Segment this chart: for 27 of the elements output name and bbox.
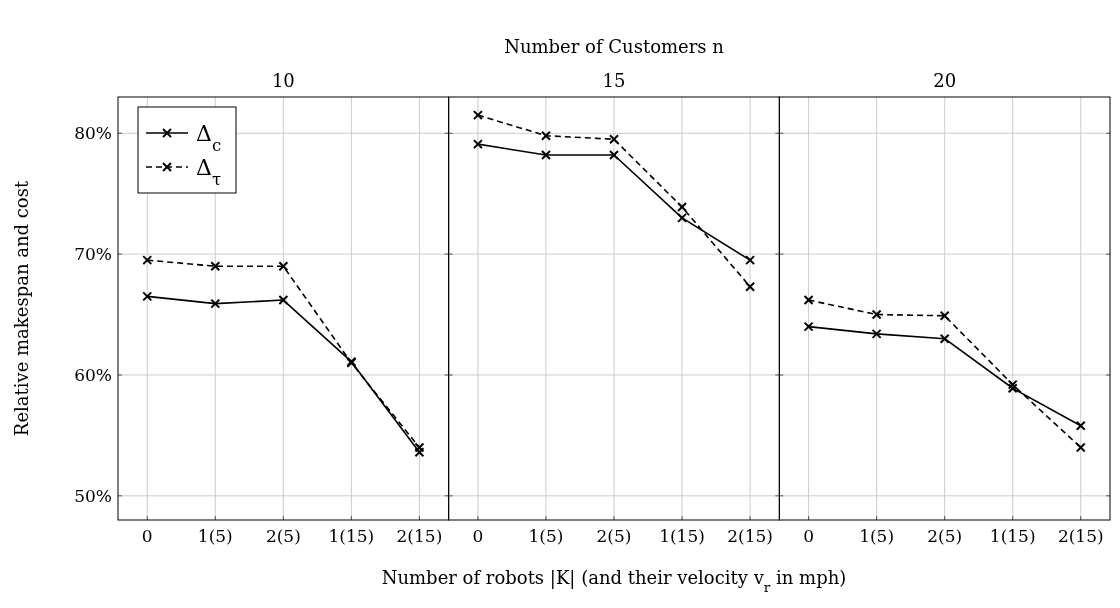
x-tick-label: 1(5): [528, 526, 564, 546]
y-axis-title: Relative makespan and cost: [11, 180, 32, 437]
chart-title: 10: [271, 70, 295, 91]
x-tick-label: 2(15): [1057, 526, 1104, 546]
text: Number of Customers n: [504, 36, 725, 57]
x-tick-label: 1(5): [859, 526, 895, 546]
chart-title: 20: [933, 70, 957, 91]
x-tick-label: 0: [141, 526, 153, 546]
y-tick-label: 70%: [74, 244, 112, 265]
y-tick-label: 50%: [74, 485, 112, 506]
x-axis-title: Number of robots |K| (and their velocity v$_{r}$ in mph): [381, 567, 847, 595]
x-tick-label: 2(5): [927, 526, 963, 546]
legend-label: Δ$_{τ}$: [196, 154, 222, 189]
x-tick-label: 0: [803, 526, 814, 546]
legend-label: Δ$_{c}$: [196, 120, 222, 155]
x-tick-label: 1(15): [328, 526, 375, 546]
chart-title: 15: [602, 70, 626, 91]
x-tick-label: 1(15): [989, 526, 1036, 546]
x-tick-label: 2(15): [727, 526, 773, 546]
x-tick-label: 2(5): [596, 526, 632, 546]
x-tick-label: 0: [472, 526, 484, 546]
x-tick-label: 1(15): [659, 526, 705, 546]
x-tick-label: 2(15): [396, 526, 443, 546]
y-tick-label: 60%: [74, 364, 112, 385]
y-tick-label: 80%: [74, 123, 112, 144]
x-tick-label: 2(5): [265, 526, 301, 546]
x-tick-label: 1(5): [197, 526, 233, 546]
